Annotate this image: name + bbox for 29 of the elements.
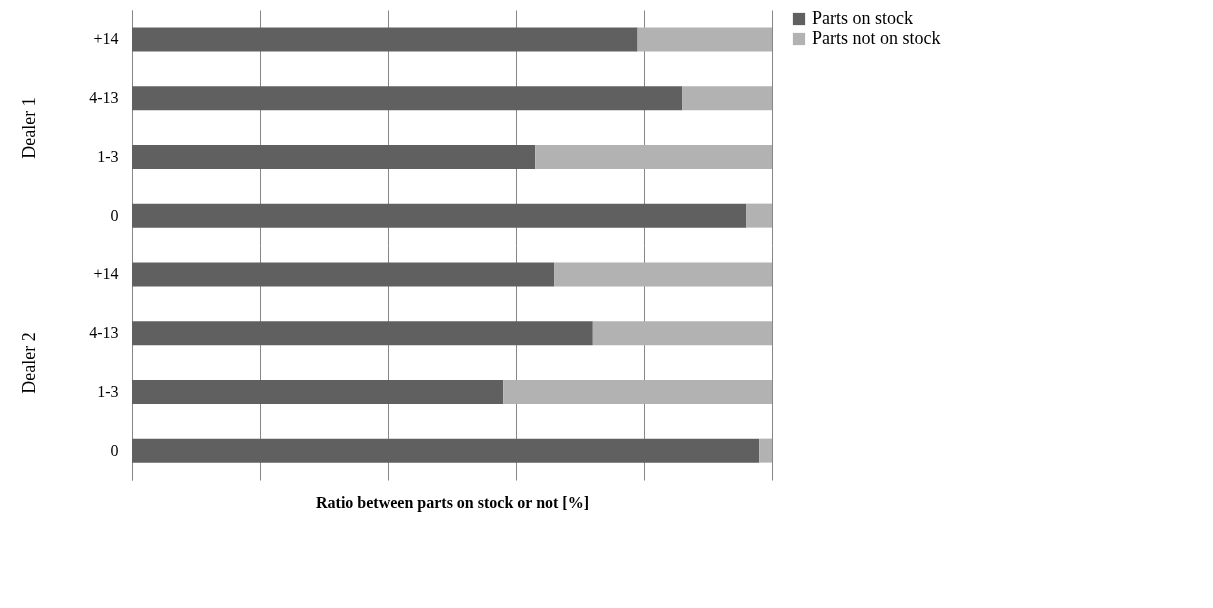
bar: [132, 379, 504, 404]
bar: [132, 203, 747, 228]
bar: [503, 379, 772, 404]
y-axis-title: Dealer 2: [19, 332, 40, 394]
bar: [132, 438, 760, 463]
bar: [554, 262, 772, 287]
bar: [637, 27, 772, 52]
y-tick-label: +14: [93, 30, 119, 48]
legend-label: Parts not on stock: [812, 28, 941, 48]
y-axis-title: Dealer 1: [19, 97, 40, 159]
y-tick-label: 0: [110, 441, 119, 459]
bar: [759, 438, 772, 463]
y-tick-label: 1-3: [97, 147, 119, 165]
y-tick-label: 1-3: [97, 382, 119, 400]
bar: [132, 86, 683, 111]
x-axis-title: Ratio between parts on stock or not [%]: [315, 493, 590, 512]
y-tick-label: 4-13: [89, 89, 119, 107]
bar: [746, 203, 772, 228]
y-tick-label: +14: [93, 265, 119, 283]
bar: [132, 144, 536, 169]
bar: [132, 321, 593, 346]
y-tick-label: 4-13: [89, 324, 119, 342]
bar: [132, 27, 638, 52]
bar: [682, 86, 772, 111]
bar: [132, 262, 555, 287]
bar: [535, 144, 772, 169]
bar: [592, 321, 772, 346]
legend-label: Parts on stock: [812, 8, 913, 28]
y-tick-label: 0: [110, 206, 119, 224]
